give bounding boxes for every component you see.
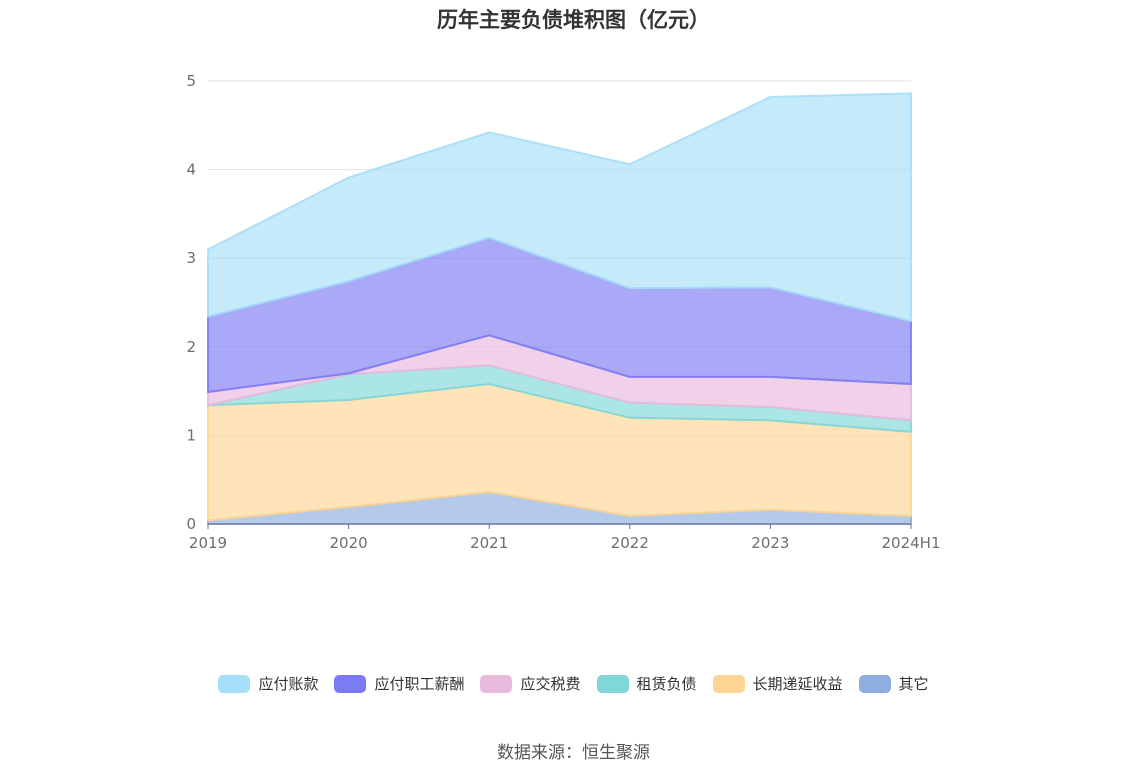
legend-swatch <box>596 674 629 693</box>
x-tick-label: 2022 <box>611 534 649 552</box>
legend-label: 租赁负债 <box>636 675 697 693</box>
y-tick-label: 3 <box>186 249 196 267</box>
chart-title: 历年主要负债堆积图（亿元） <box>437 8 710 32</box>
legend-swatch <box>712 674 745 693</box>
legend-label: 应付职工薪酬 <box>374 675 465 693</box>
legend-label: 应交税费 <box>520 675 581 693</box>
chart-legend: 应付账款 应付职工薪酬 应交税费 租赁负债 长期递延收益 其它 <box>0 673 1147 694</box>
x-tick-label: 2020 <box>330 534 368 552</box>
legend-swatch <box>858 674 891 693</box>
legend-item[interactable]: 应交税费 <box>480 673 581 694</box>
area-series-应付账款 <box>207 92 912 323</box>
legend-label: 应付账款 <box>258 675 319 693</box>
y-tick-label: 1 <box>186 426 196 444</box>
legend-item[interactable]: 其它 <box>858 673 929 694</box>
x-tick-label: 2024H1 <box>882 534 941 552</box>
x-tick-label: 2021 <box>470 534 508 552</box>
y-tick-label: 4 <box>186 161 196 179</box>
legend-label: 其它 <box>898 675 929 693</box>
y-tick-label: 2 <box>186 338 196 356</box>
y-tick-label: 5 <box>186 72 196 90</box>
y-tick-label: 0 <box>186 515 196 533</box>
legend-item[interactable]: 租赁负债 <box>596 673 697 694</box>
legend-item[interactable]: 应付职工薪酬 <box>334 673 464 694</box>
data-source-note: 数据来源：恒生聚源 <box>497 743 650 763</box>
x-tick-label: 2023 <box>751 534 789 552</box>
legend-swatch <box>334 674 367 693</box>
legend-swatch <box>480 674 513 693</box>
legend-item[interactable]: 长期递延收益 <box>712 673 843 694</box>
legend-swatch <box>218 674 251 693</box>
legend-label: 长期递延收益 <box>752 675 843 693</box>
x-tick-label: 2019 <box>189 534 227 552</box>
legend-item[interactable]: 应付账款 <box>218 673 318 694</box>
